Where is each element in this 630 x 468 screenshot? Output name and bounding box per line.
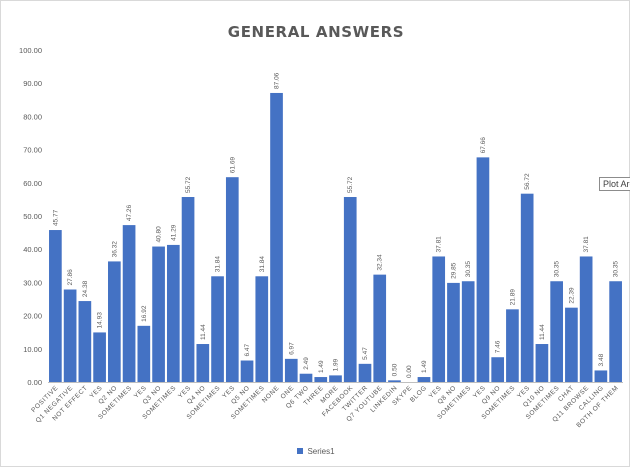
data-label: 31.84 <box>259 256 266 273</box>
bar[interactable] <box>388 380 401 382</box>
data-label: 6.97 <box>288 342 295 355</box>
bar[interactable] <box>476 157 490 382</box>
data-label: 2.49 <box>303 357 310 370</box>
bar[interactable] <box>240 360 254 382</box>
bar[interactable] <box>579 256 593 382</box>
bar[interactable] <box>491 357 505 382</box>
data-label: 47.26 <box>126 204 133 221</box>
data-label: 1.49 <box>318 360 325 373</box>
data-label: 56.72 <box>524 173 531 190</box>
data-label: 30.35 <box>554 261 561 278</box>
data-label: 37.81 <box>583 236 590 253</box>
bar[interactable] <box>299 373 313 382</box>
y-tick-label: 100.00 <box>19 46 42 55</box>
bar[interactable] <box>343 197 357 382</box>
data-label: 22.39 <box>568 287 575 304</box>
bar[interactable] <box>358 363 372 382</box>
bar[interactable] <box>152 246 165 382</box>
bar[interactable] <box>255 276 269 382</box>
bar[interactable] <box>417 377 431 382</box>
y-tick-label: 60.00 <box>23 179 42 188</box>
data-label: 27.86 <box>67 269 74 286</box>
data-label: 87.06 <box>274 72 281 89</box>
bar[interactable] <box>166 244 180 382</box>
y-tick-label: 80.00 <box>23 112 42 121</box>
bar[interactable] <box>461 281 475 382</box>
data-label: 24.38 <box>82 280 89 297</box>
data-label: 29.85 <box>450 262 457 279</box>
bar[interactable] <box>432 256 446 382</box>
bar[interactable] <box>93 332 106 382</box>
bar[interactable] <box>181 197 195 382</box>
data-label: 0.50 <box>391 363 398 376</box>
bar[interactable] <box>270 92 283 383</box>
x-tick-label: BLOG <box>409 384 428 403</box>
data-label: 45.77 <box>52 209 59 226</box>
y-tick-label: 50.00 <box>23 212 42 221</box>
data-label: 14.93 <box>97 312 104 329</box>
data-label: 32.34 <box>377 254 384 271</box>
data-label: 5.47 <box>362 347 369 360</box>
y-tick-label: 40.00 <box>23 245 42 254</box>
bar[interactable] <box>122 225 136 382</box>
bar[interactable] <box>373 274 387 382</box>
y-tick-label: 0.00 <box>27 378 42 387</box>
bar[interactable] <box>506 309 519 382</box>
legend-label: Series1 <box>307 447 335 456</box>
bar[interactable] <box>49 230 62 382</box>
data-label: 67.66 <box>480 137 487 154</box>
bar[interactable] <box>565 307 578 382</box>
data-label: 0.00 <box>406 365 413 378</box>
data-label: 55.72 <box>347 176 354 193</box>
data-label: 11.44 <box>539 324 546 340</box>
data-label: 3.48 <box>598 353 605 366</box>
data-label: 41.29 <box>170 224 177 241</box>
bar[interactable] <box>78 301 92 382</box>
data-label: 40.80 <box>156 226 163 243</box>
data-label: 61.69 <box>229 157 236 174</box>
chart-title: GENERAL ANSWERS <box>227 23 405 41</box>
data-label: 30.35 <box>613 261 620 278</box>
data-label: 11.44 <box>200 324 207 340</box>
bar[interactable] <box>284 358 298 382</box>
bar[interactable] <box>520 193 534 382</box>
y-tick-label: 30.00 <box>23 278 42 287</box>
bar[interactable] <box>535 344 549 382</box>
bar[interactable] <box>609 281 622 382</box>
data-label: 55.72 <box>185 176 192 193</box>
bar[interactable] <box>211 276 224 382</box>
y-tick-label: 90.00 <box>23 79 42 88</box>
data-label: 21.89 <box>509 289 516 306</box>
bar[interactable] <box>447 282 460 382</box>
bar[interactable] <box>225 177 239 382</box>
bar[interactable] <box>550 281 563 382</box>
bar[interactable] <box>108 261 121 382</box>
y-tick-label: 10.00 <box>23 345 42 354</box>
bar[interactable] <box>137 325 151 382</box>
data-label: 31.84 <box>215 256 222 273</box>
data-label: 36.32 <box>111 241 118 258</box>
data-label: 16.92 <box>141 305 148 322</box>
plot-area-tooltip: Plot Are <box>599 177 630 191</box>
legend-swatch <box>297 448 304 454</box>
data-label: 6.47 <box>244 343 251 356</box>
bar[interactable] <box>594 370 608 382</box>
data-label: 30.35 <box>465 261 472 278</box>
y-tick-label: 20.00 <box>23 312 42 321</box>
y-tick-label: 70.00 <box>23 146 42 155</box>
data-label: 37.81 <box>436 236 443 253</box>
chart-legend: Series1 <box>1 447 630 456</box>
bar[interactable] <box>314 377 328 382</box>
data-label: 1.49 <box>421 360 428 373</box>
data-label: 1.99 <box>333 358 340 371</box>
data-label: 7.46 <box>495 340 502 353</box>
bar[interactable] <box>329 375 342 382</box>
bar[interactable] <box>63 289 77 383</box>
bar[interactable] <box>196 344 210 382</box>
